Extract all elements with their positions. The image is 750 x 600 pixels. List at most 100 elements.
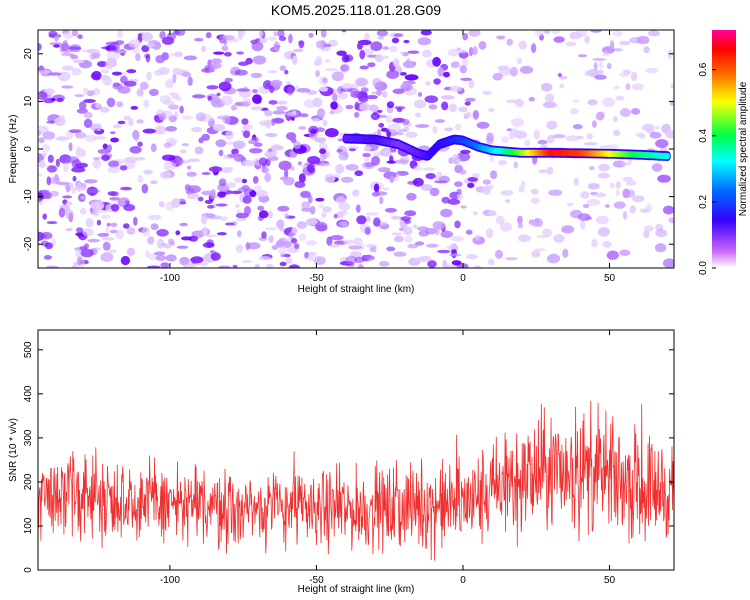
- spectrogram-cell: [416, 226, 429, 231]
- spectrogram-cell: [215, 139, 227, 148]
- spectrogram-cell: [509, 66, 518, 77]
- spectrogram-cell: [136, 119, 144, 124]
- spectrogram-cell: [662, 205, 674, 215]
- spectrogram-cell: [382, 187, 390, 191]
- spectrogram-cell: [135, 53, 141, 62]
- spectrogram-y-axis: -20 -10 0 10 20: [23, 48, 674, 251]
- spectrogram-cell: [225, 130, 234, 140]
- spectrogram-cell: [380, 127, 388, 132]
- spectrogram-cell: [385, 115, 393, 124]
- spectrogram-cell: [75, 148, 87, 158]
- spectrogram-cell: [488, 258, 495, 266]
- spectrogram-cell: [537, 139, 548, 145]
- spectrogram-cell: [602, 51, 610, 57]
- spectrogram-cell: [618, 40, 631, 46]
- spectrogram-cell: [316, 127, 325, 132]
- spectrogram-cell: [372, 77, 382, 88]
- spectrogram-cell: [159, 95, 172, 104]
- spectrogram-cell: [669, 84, 674, 89]
- spectrogram-cell: [465, 229, 473, 235]
- spectrogram-cell: [219, 216, 229, 222]
- spectrogram-cell: [341, 30, 347, 33]
- spectrogram-cell: [272, 117, 285, 124]
- spectrogram-cell: [255, 190, 268, 198]
- spectrogram-cell: [562, 248, 569, 258]
- spectrogram-cell: [288, 231, 294, 239]
- spectrogram-cell: [241, 178, 247, 184]
- spectrogram-cell: [468, 79, 474, 89]
- spectrogram-cell: [613, 129, 621, 136]
- spectrogram-cell: [126, 227, 136, 235]
- spectrogram-cell: [74, 94, 85, 98]
- spectrogram-cell: [375, 54, 384, 63]
- spectrogram-cell: [657, 174, 671, 183]
- spectrogram-cell: [432, 125, 438, 134]
- spectrogram-cell: [580, 191, 590, 199]
- figure-title: KOM5.2025.118.01.28.G09: [271, 2, 441, 18]
- spectrogram-cell: [472, 173, 481, 178]
- colorbar-gradient: [712, 30, 736, 268]
- spectrogram-cell: [163, 243, 172, 249]
- spectrogram-cell: [382, 46, 389, 50]
- spectrogram-cell: [468, 46, 474, 57]
- spectrogram-cell: [553, 234, 565, 243]
- spectrogram-cell: [187, 76, 193, 86]
- spectrogram-cell: [44, 192, 53, 200]
- spectrogram-cell: [65, 228, 73, 232]
- spectrogram-cell: [422, 49, 432, 58]
- spectrogram-cell: [124, 156, 138, 163]
- spectrogram-cell: [265, 263, 274, 268]
- y-tick-label: -10: [23, 189, 34, 204]
- spectrogram-cell: [210, 98, 222, 104]
- spectrogram-cell: [535, 235, 549, 239]
- spectrogram-cell: [613, 86, 620, 90]
- spectrogram-cell: [157, 238, 164, 249]
- spectrogram-cell: [234, 69, 248, 76]
- spectrogram-cell: [238, 30, 243, 41]
- spectrogram-cell: [514, 98, 524, 108]
- spectrogram-cell: [583, 142, 598, 146]
- colorbar-label: Normalized spectral amplitude: [738, 81, 749, 216]
- spectrogram-cell: [622, 162, 632, 166]
- spectrogram-cell: [485, 228, 494, 239]
- spectrogram-cell: [202, 226, 208, 236]
- spectrogram-cell: [434, 119, 446, 123]
- snr-frame: [37, 329, 675, 571]
- spectrogram-cell: [72, 175, 77, 182]
- spectrogram-cell: [43, 255, 53, 260]
- spectrogram-cell: [367, 62, 376, 68]
- spectrogram-cell: [540, 82, 553, 92]
- spectrogram-cell: [258, 30, 264, 38]
- spectrogram-cell: [326, 236, 333, 246]
- spectrogram-cell: [38, 137, 45, 143]
- spectrogram-cell: [206, 234, 218, 238]
- spectrogram-cell: [486, 132, 494, 142]
- spectrogram-cell: [83, 118, 93, 128]
- spectrogram-cell: [404, 74, 419, 81]
- spectrogram-cell: [391, 37, 400, 44]
- spectrogram-cell: [433, 78, 441, 85]
- spectrogram-cell: [324, 58, 331, 63]
- spectrogram-cell: [242, 101, 251, 107]
- spectrogram-cell: [186, 165, 192, 170]
- spectrogram-cell: [599, 61, 604, 69]
- spectrogram-cell: [199, 261, 209, 267]
- spectrogram-cell: [252, 176, 259, 184]
- spectrogram-cell: [305, 218, 318, 226]
- spectrogram-cell: [205, 32, 212, 39]
- spectrogram-cell: [336, 211, 345, 219]
- spectrogram-cell: [258, 157, 268, 166]
- spectrogram-cell: [528, 96, 535, 102]
- spectrogram-cell: [531, 250, 541, 258]
- spectrogram-cell: [324, 128, 339, 138]
- spectrogram-cell: [605, 144, 620, 150]
- spectrogram-cell: [668, 217, 674, 224]
- spectrogram-cell: [179, 256, 190, 266]
- x-tick-label: -100: [160, 273, 180, 284]
- colorbar-ticks: 0.0 0.2 0.4 0.6: [698, 62, 716, 275]
- spectrogram-cell: [146, 71, 152, 81]
- spectrogram-cell: [364, 32, 370, 41]
- spectrogram-cell: [359, 49, 366, 60]
- spectrogram-cell: [478, 41, 487, 50]
- spectrogram-cell: [242, 130, 251, 139]
